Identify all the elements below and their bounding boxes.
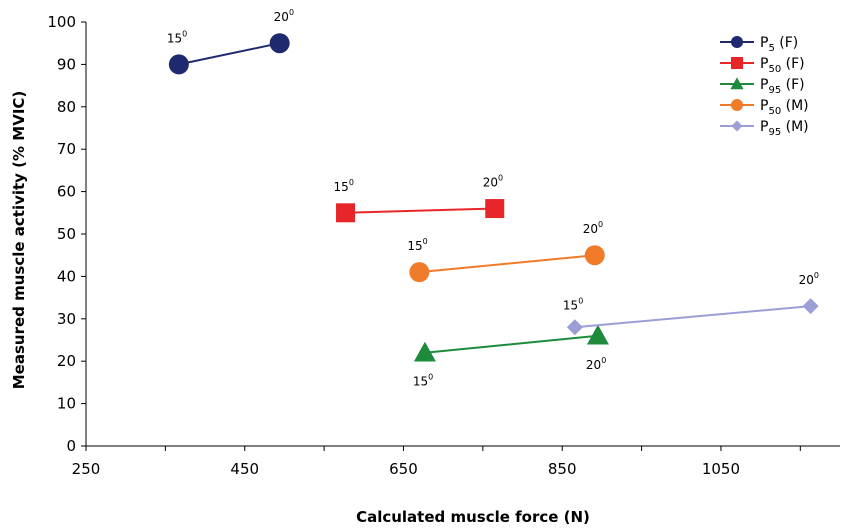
y-axis-title: Measured muscle activity (% MVIC): [10, 91, 28, 390]
data-point: [485, 199, 505, 219]
point-angle-label: 150: [563, 296, 583, 312]
data-point: [566, 319, 583, 336]
data-point: [802, 298, 819, 315]
plot-area: 150 200 150 200 150 200 150 200 150 200: [167, 8, 819, 389]
data-point: [586, 324, 609, 345]
x-tick-label: 450: [230, 460, 259, 478]
point-angle-label: 150: [167, 29, 187, 45]
legend-label: P95 (F): [760, 77, 805, 96]
y-tick-label: 70: [57, 140, 76, 158]
y-tick-label: 20: [57, 352, 76, 370]
legend-entry: P50 (M): [720, 98, 809, 117]
data-point: [336, 203, 356, 223]
series-p5-f-: 150 200: [167, 8, 294, 75]
point-angle-label: 200: [483, 174, 503, 190]
y-tick-label: 90: [57, 55, 76, 73]
series-line: [419, 254, 595, 274]
series-p50-m-: 150 200: [407, 220, 605, 283]
point-angle-label: 150: [334, 178, 354, 194]
series-line: [178, 42, 280, 66]
point-angle-label: 150: [413, 373, 433, 389]
legend-label: P50 (F): [760, 56, 805, 75]
y-tick-label: 60: [57, 183, 76, 201]
x-tick-label: 850: [548, 460, 577, 478]
point-angle-label: 200: [586, 356, 606, 372]
data-point: [409, 262, 430, 283]
data-point: [413, 341, 436, 362]
legend-label: P95 (M): [760, 119, 809, 138]
y-tick-label: 50: [57, 225, 76, 243]
series-p95-m-: 150 200: [563, 271, 819, 336]
axes: [81, 21, 840, 451]
x-axis-title: Calculated muscle force (N): [356, 508, 590, 526]
tick-labels: 0 10 20 30 40 50 60 70 80 90 100 250 450 650 850 1050: [47, 13, 740, 478]
point-angle-label: 200: [274, 8, 294, 24]
legend-label: P50 (M): [760, 98, 809, 117]
y-tick-label: 40: [57, 267, 76, 285]
legend-label: P5 (F): [760, 35, 798, 54]
legend-entry: P95 (F): [720, 77, 805, 96]
series-line: [424, 334, 599, 354]
legend: P5 (F) P50 (F) P95 (F) P50 (M) P95 (M): [720, 35, 809, 138]
y-tick-label: 80: [57, 98, 76, 116]
data-point: [168, 54, 189, 75]
y-tick-label: 10: [57, 395, 76, 413]
data-point: [584, 245, 605, 266]
legend-marker: [731, 99, 743, 111]
series-p95-f-: 150 200: [413, 324, 609, 389]
x-tick-label: 650: [389, 460, 418, 478]
series-line: [345, 207, 495, 214]
x-tick-label: 250: [72, 460, 101, 478]
point-angle-label: 200: [799, 271, 819, 287]
legend-entry: P5 (F): [720, 35, 798, 54]
y-tick-label: 30: [57, 310, 76, 328]
legend-marker: [731, 57, 743, 69]
point-angle-label: 200: [583, 220, 603, 236]
point-angle-label: 150: [407, 237, 427, 253]
y-tick-label: 100: [47, 13, 76, 31]
series-line: [574, 305, 811, 329]
y-tick-label: 0: [66, 437, 76, 455]
data-point: [269, 33, 290, 54]
legend-marker: [731, 120, 743, 132]
legend-marker: [731, 36, 743, 48]
x-tick-label: 1050: [702, 460, 740, 478]
legend-entry: P50 (F): [720, 56, 805, 75]
legend-entry: P95 (M): [720, 119, 809, 138]
legend-marker: [730, 77, 744, 90]
series-p50-f-: 150 200: [334, 174, 505, 223]
